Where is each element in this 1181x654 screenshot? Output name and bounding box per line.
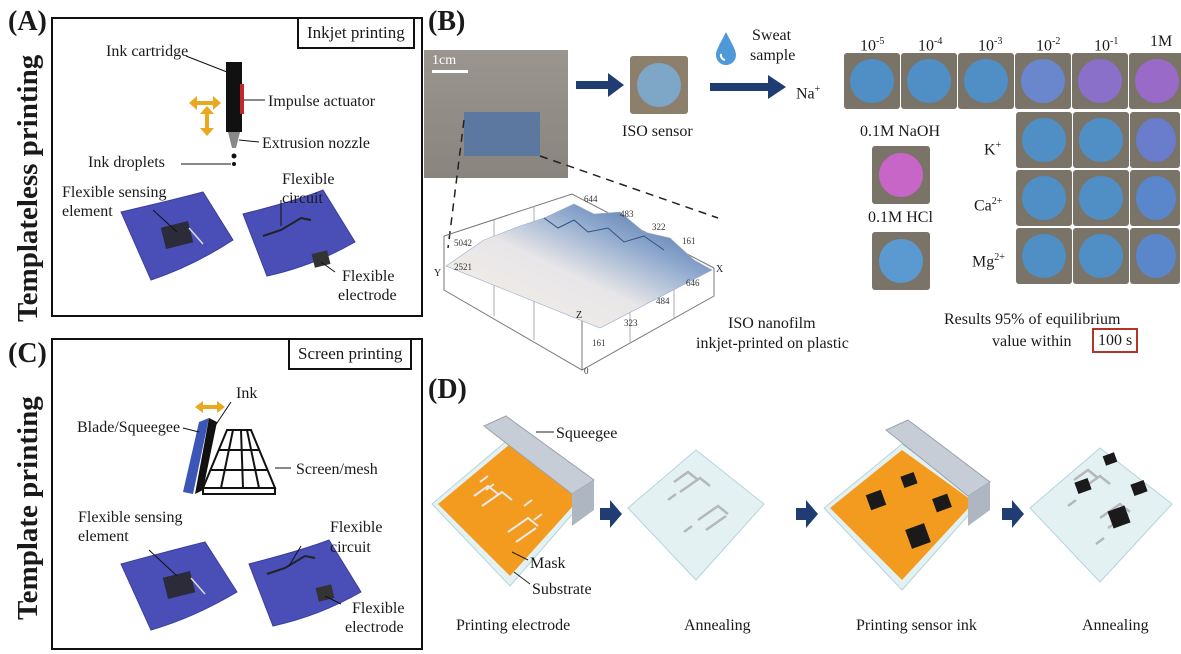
fabrication-process bbox=[431, 415, 1173, 591]
panel-a-frame bbox=[51, 17, 423, 317]
top-tick-3: 322 bbox=[652, 222, 666, 232]
impulse-actuator-shape bbox=[240, 84, 244, 114]
conc-4: 10-2 bbox=[1036, 36, 1061, 55]
x-tick-5: 0 bbox=[584, 366, 589, 376]
x-tick-3: 323 bbox=[624, 318, 638, 328]
step-label-1: Printing electrode bbox=[456, 617, 571, 634]
axis-x: X bbox=[716, 264, 724, 275]
panel-c-frame bbox=[51, 338, 423, 650]
scale-bar-label: 1cm bbox=[432, 53, 457, 68]
label-sweat-2: sample bbox=[750, 47, 796, 64]
nanofilm-caption-2: inkjet-printed on plastic bbox=[696, 335, 849, 352]
ink-cartridge-shape bbox=[226, 62, 242, 132]
conc-3: 10-3 bbox=[978, 36, 1003, 55]
nozzle-shape bbox=[228, 132, 240, 148]
label-hcl: 0.1M HCl bbox=[868, 209, 933, 226]
surface-shape bbox=[445, 203, 713, 329]
label-iso-sensor: ISO sensor bbox=[622, 123, 693, 140]
conc-5: 10-1 bbox=[1094, 36, 1119, 55]
label-blade: Blade/Squeegee bbox=[77, 419, 181, 436]
label-c-electrode-1: Flexible bbox=[352, 600, 405, 617]
blade-motion-arrow bbox=[195, 401, 225, 413]
nanofilm-caption-1: ISO nanofilm bbox=[728, 315, 816, 332]
label-ink: Ink bbox=[236, 385, 258, 402]
step-label-3: Printing sensor ink bbox=[856, 617, 977, 634]
step-arrow-2 bbox=[796, 500, 818, 528]
x-tick-2: 484 bbox=[656, 296, 670, 306]
panel-b-letter: (B) bbox=[428, 6, 466, 37]
step-arrow-1 bbox=[600, 500, 622, 528]
motion-arrows bbox=[189, 96, 221, 136]
label-c-electrode-2: electrode bbox=[345, 619, 404, 636]
sweat-drop-icon bbox=[716, 32, 736, 65]
label-c-sensing-1: Flexible sensing bbox=[78, 509, 183, 526]
blade-shape bbox=[183, 418, 209, 494]
sensing-element-shape bbox=[160, 220, 194, 250]
side-label-template: Template printing bbox=[12, 396, 44, 620]
label-na: Na+ bbox=[796, 84, 821, 103]
hcl-well bbox=[872, 232, 930, 290]
panel-a-letter: (A) bbox=[8, 6, 47, 37]
step-label-4: Annealing bbox=[1082, 617, 1149, 634]
label-a-electrode-1: Flexible bbox=[342, 268, 395, 285]
label-ink-droplets: Ink droplets bbox=[88, 154, 165, 171]
conc-2: 10-4 bbox=[918, 36, 943, 55]
arrow-to-iso bbox=[576, 73, 624, 97]
axis-z: Z bbox=[576, 310, 582, 321]
screen-printing-illustration bbox=[120, 401, 362, 631]
label-sweat-1: Sweat bbox=[752, 27, 792, 44]
side-label-templateless: Templateless printing bbox=[12, 54, 44, 322]
results-caption-1: Results 95% of equilibrium bbox=[944, 311, 1121, 328]
label-a-circuit-2: circuit bbox=[282, 190, 323, 207]
panel-d-letter: (D) bbox=[428, 374, 467, 405]
label-extrusion-nozzle: Extrusion nozzle bbox=[262, 135, 370, 152]
panel-c-letter: (C) bbox=[8, 338, 47, 369]
nanofilm-3d-plot: X Y Z 5042 2521 644 483 322 161 646 484 … bbox=[434, 120, 724, 376]
label-a-sensing-2: element bbox=[62, 203, 113, 220]
label-c-sensing-2: element bbox=[78, 528, 129, 545]
conc-6: 1M bbox=[1150, 33, 1173, 50]
label-impulse-actuator: Impulse actuator bbox=[268, 93, 376, 110]
label-a-circuit-1: Flexible bbox=[282, 171, 335, 188]
circuit-trace bbox=[262, 216, 312, 237]
label-a-electrode-2: electrode bbox=[338, 287, 397, 304]
electrode-shape bbox=[311, 250, 331, 268]
iso-sensor-photo bbox=[630, 56, 688, 114]
scale-bar bbox=[432, 70, 468, 73]
label-c-circuit-1: Flexible bbox=[330, 519, 383, 536]
label-a-sensing-1: Flexible sensing bbox=[62, 184, 167, 201]
label-mg: Mg2+ bbox=[972, 252, 1005, 271]
label-ca: Ca2+ bbox=[974, 196, 1003, 215]
printed-film bbox=[464, 112, 540, 156]
step-label-2: Annealing bbox=[684, 617, 751, 634]
label-k: K+ bbox=[984, 140, 1002, 159]
y-tick-1: 5042 bbox=[454, 238, 472, 248]
x-tick-1: 646 bbox=[686, 278, 700, 288]
panel-a-title: Inkjet printing bbox=[297, 17, 415, 49]
conc-1: 10-5 bbox=[860, 36, 885, 55]
step-arrow-3 bbox=[1002, 500, 1024, 528]
top-tick-2: 483 bbox=[620, 209, 634, 219]
arrow-to-na bbox=[710, 75, 786, 99]
inkjet-illustration bbox=[120, 55, 356, 281]
top-tick-4: 161 bbox=[682, 236, 696, 246]
results-highlight: 100 s bbox=[1092, 328, 1139, 353]
top-tick-1: 644 bbox=[584, 194, 598, 204]
label-ink-cartridge: Ink cartridge bbox=[106, 43, 189, 60]
ion-grid-wells bbox=[1016, 110, 1180, 284]
label-screen: Screen/mesh bbox=[296, 461, 378, 478]
label-squeegee: Squeegee bbox=[556, 425, 618, 442]
na-row-wells bbox=[842, 52, 1181, 110]
label-substrate: Substrate bbox=[532, 581, 592, 598]
panel-c-title: Screen printing bbox=[288, 338, 413, 370]
label-c-circuit-2: circuit bbox=[330, 539, 371, 556]
results-caption-2: value within bbox=[992, 333, 1072, 350]
axis-y: Y bbox=[434, 268, 441, 279]
label-naoh: 0.1M NaOH bbox=[860, 123, 940, 140]
label-mask: Mask bbox=[530, 555, 566, 572]
x-tick-4: 161 bbox=[592, 338, 606, 348]
naoh-well bbox=[872, 146, 930, 204]
y-tick-2: 2521 bbox=[454, 262, 472, 272]
